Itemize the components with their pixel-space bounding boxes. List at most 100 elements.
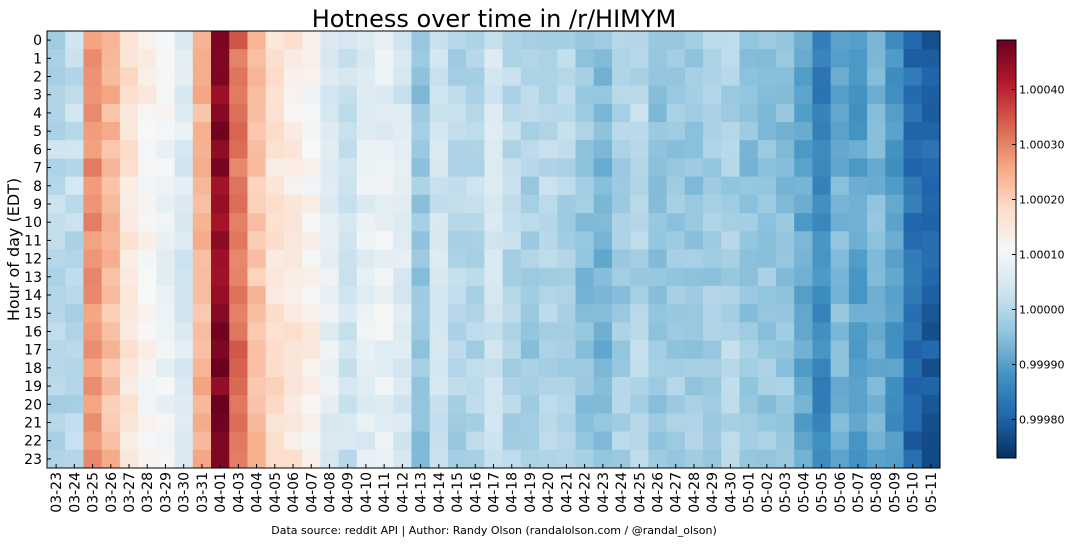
heatmap-cell <box>721 213 740 232</box>
heatmap-cell <box>393 395 412 414</box>
heatmap-cell <box>375 213 394 232</box>
heatmap-cell <box>265 249 285 269</box>
heatmap-cell <box>265 213 285 232</box>
heatmap-cell <box>156 176 175 196</box>
heatmap-cell <box>101 449 121 469</box>
heatmap-cell <box>65 285 84 305</box>
heatmap-cell <box>703 85 722 105</box>
heatmap-cell <box>101 285 121 305</box>
x-tick-label: 05-06 <box>833 472 849 513</box>
heatmap-cell <box>812 431 832 451</box>
heatmap-cell <box>375 231 394 250</box>
heatmap-cell <box>575 358 595 378</box>
heatmap-cell <box>156 413 175 432</box>
heatmap-cell <box>703 304 722 323</box>
heatmap-cell <box>47 140 66 159</box>
heatmap-cell <box>356 376 376 396</box>
heatmap-cell <box>393 194 412 214</box>
heatmap-cell <box>721 103 740 123</box>
heatmap-cell <box>539 249 558 269</box>
heatmap-cell <box>611 49 631 68</box>
heatmap-cell <box>484 285 504 305</box>
heatmap-cell <box>648 340 668 360</box>
heatmap-cell <box>429 304 449 323</box>
heatmap-cell <box>65 176 84 196</box>
heatmap-cell <box>648 49 668 68</box>
heatmap-cell <box>921 376 941 396</box>
heatmap-cell <box>283 158 303 178</box>
heatmap-cell <box>593 85 613 105</box>
heatmap-cell <box>557 194 576 214</box>
heatmap-cell <box>229 431 248 451</box>
heatmap-cell <box>575 85 595 105</box>
heatmap-cell <box>739 304 759 323</box>
heatmap-cell <box>794 85 813 105</box>
heatmap-cell <box>867 431 886 451</box>
heatmap-cell <box>630 158 649 178</box>
heatmap-cell <box>65 194 84 214</box>
x-tick-label: 04-26 <box>651 472 667 513</box>
heatmap-cell <box>229 213 248 232</box>
heatmap-cell <box>447 122 467 141</box>
heatmap-cell <box>393 103 412 123</box>
heatmap-cell <box>848 158 868 178</box>
heatmap-cell <box>885 249 904 269</box>
heatmap-cell <box>539 340 558 360</box>
heatmap-cell <box>739 267 759 287</box>
heatmap-cell <box>666 395 686 414</box>
heatmap-cell <box>921 431 941 451</box>
heatmap-cell <box>338 285 358 305</box>
heatmap-cell <box>903 267 923 287</box>
heatmap-cell <box>539 140 558 159</box>
heatmap-cell <box>283 358 303 378</box>
colorbar-tick-label: 1.00000 <box>1019 304 1065 317</box>
heatmap-cell <box>283 340 303 360</box>
heatmap-cell <box>848 103 868 123</box>
y-tick-label: 17 <box>24 343 42 359</box>
heatmap-cell <box>885 176 904 196</box>
heatmap-cell <box>520 213 540 232</box>
heatmap-cell <box>666 231 686 250</box>
heatmap-cell <box>47 231 66 250</box>
heatmap-cell <box>174 213 194 232</box>
heatmap-cell <box>703 49 722 68</box>
heatmap-cell <box>192 304 212 323</box>
heatmap-cell <box>47 358 66 378</box>
heatmap-cell <box>47 340 66 360</box>
y-tick-label: 7 <box>33 161 42 177</box>
heatmap-cell <box>466 340 485 360</box>
heatmap-cell <box>539 31 558 50</box>
heatmap-cell <box>466 376 485 396</box>
heatmap-cell <box>885 231 904 250</box>
heatmap-cell <box>520 85 540 105</box>
heatmap-cell <box>411 340 431 360</box>
heatmap-cell <box>101 140 121 159</box>
heatmap-cell <box>484 431 504 451</box>
heatmap-cell <box>794 431 813 451</box>
heatmap-cell <box>848 431 868 451</box>
heatmap-cell <box>630 340 649 360</box>
x-tick-label: 05-11 <box>924 472 940 513</box>
heatmap-cell <box>921 122 941 141</box>
heatmap-cell <box>283 449 303 469</box>
heatmap-cell <box>375 122 394 141</box>
x-tick-label: 03-30 <box>177 472 193 513</box>
heatmap-cell <box>484 358 504 378</box>
y-tick-label: 6 <box>33 142 42 158</box>
heatmap-cell <box>411 67 431 87</box>
heatmap-cell <box>484 158 504 178</box>
heatmap-cell <box>192 285 212 305</box>
heatmap-cell <box>684 285 704 305</box>
heatmap-cell <box>611 85 631 105</box>
heatmap-cell <box>484 85 504 105</box>
heatmap-cell <box>721 49 740 68</box>
heatmap-cell <box>83 49 103 68</box>
heatmap-cell <box>539 431 558 451</box>
heatmap-cell <box>320 322 339 341</box>
heatmap-cell <box>630 194 649 214</box>
heatmap-cell <box>302 431 321 451</box>
heatmap-cell <box>138 213 157 232</box>
heatmap-cell <box>356 358 376 378</box>
heatmap-cell <box>921 395 941 414</box>
heatmap-cell <box>648 431 668 451</box>
